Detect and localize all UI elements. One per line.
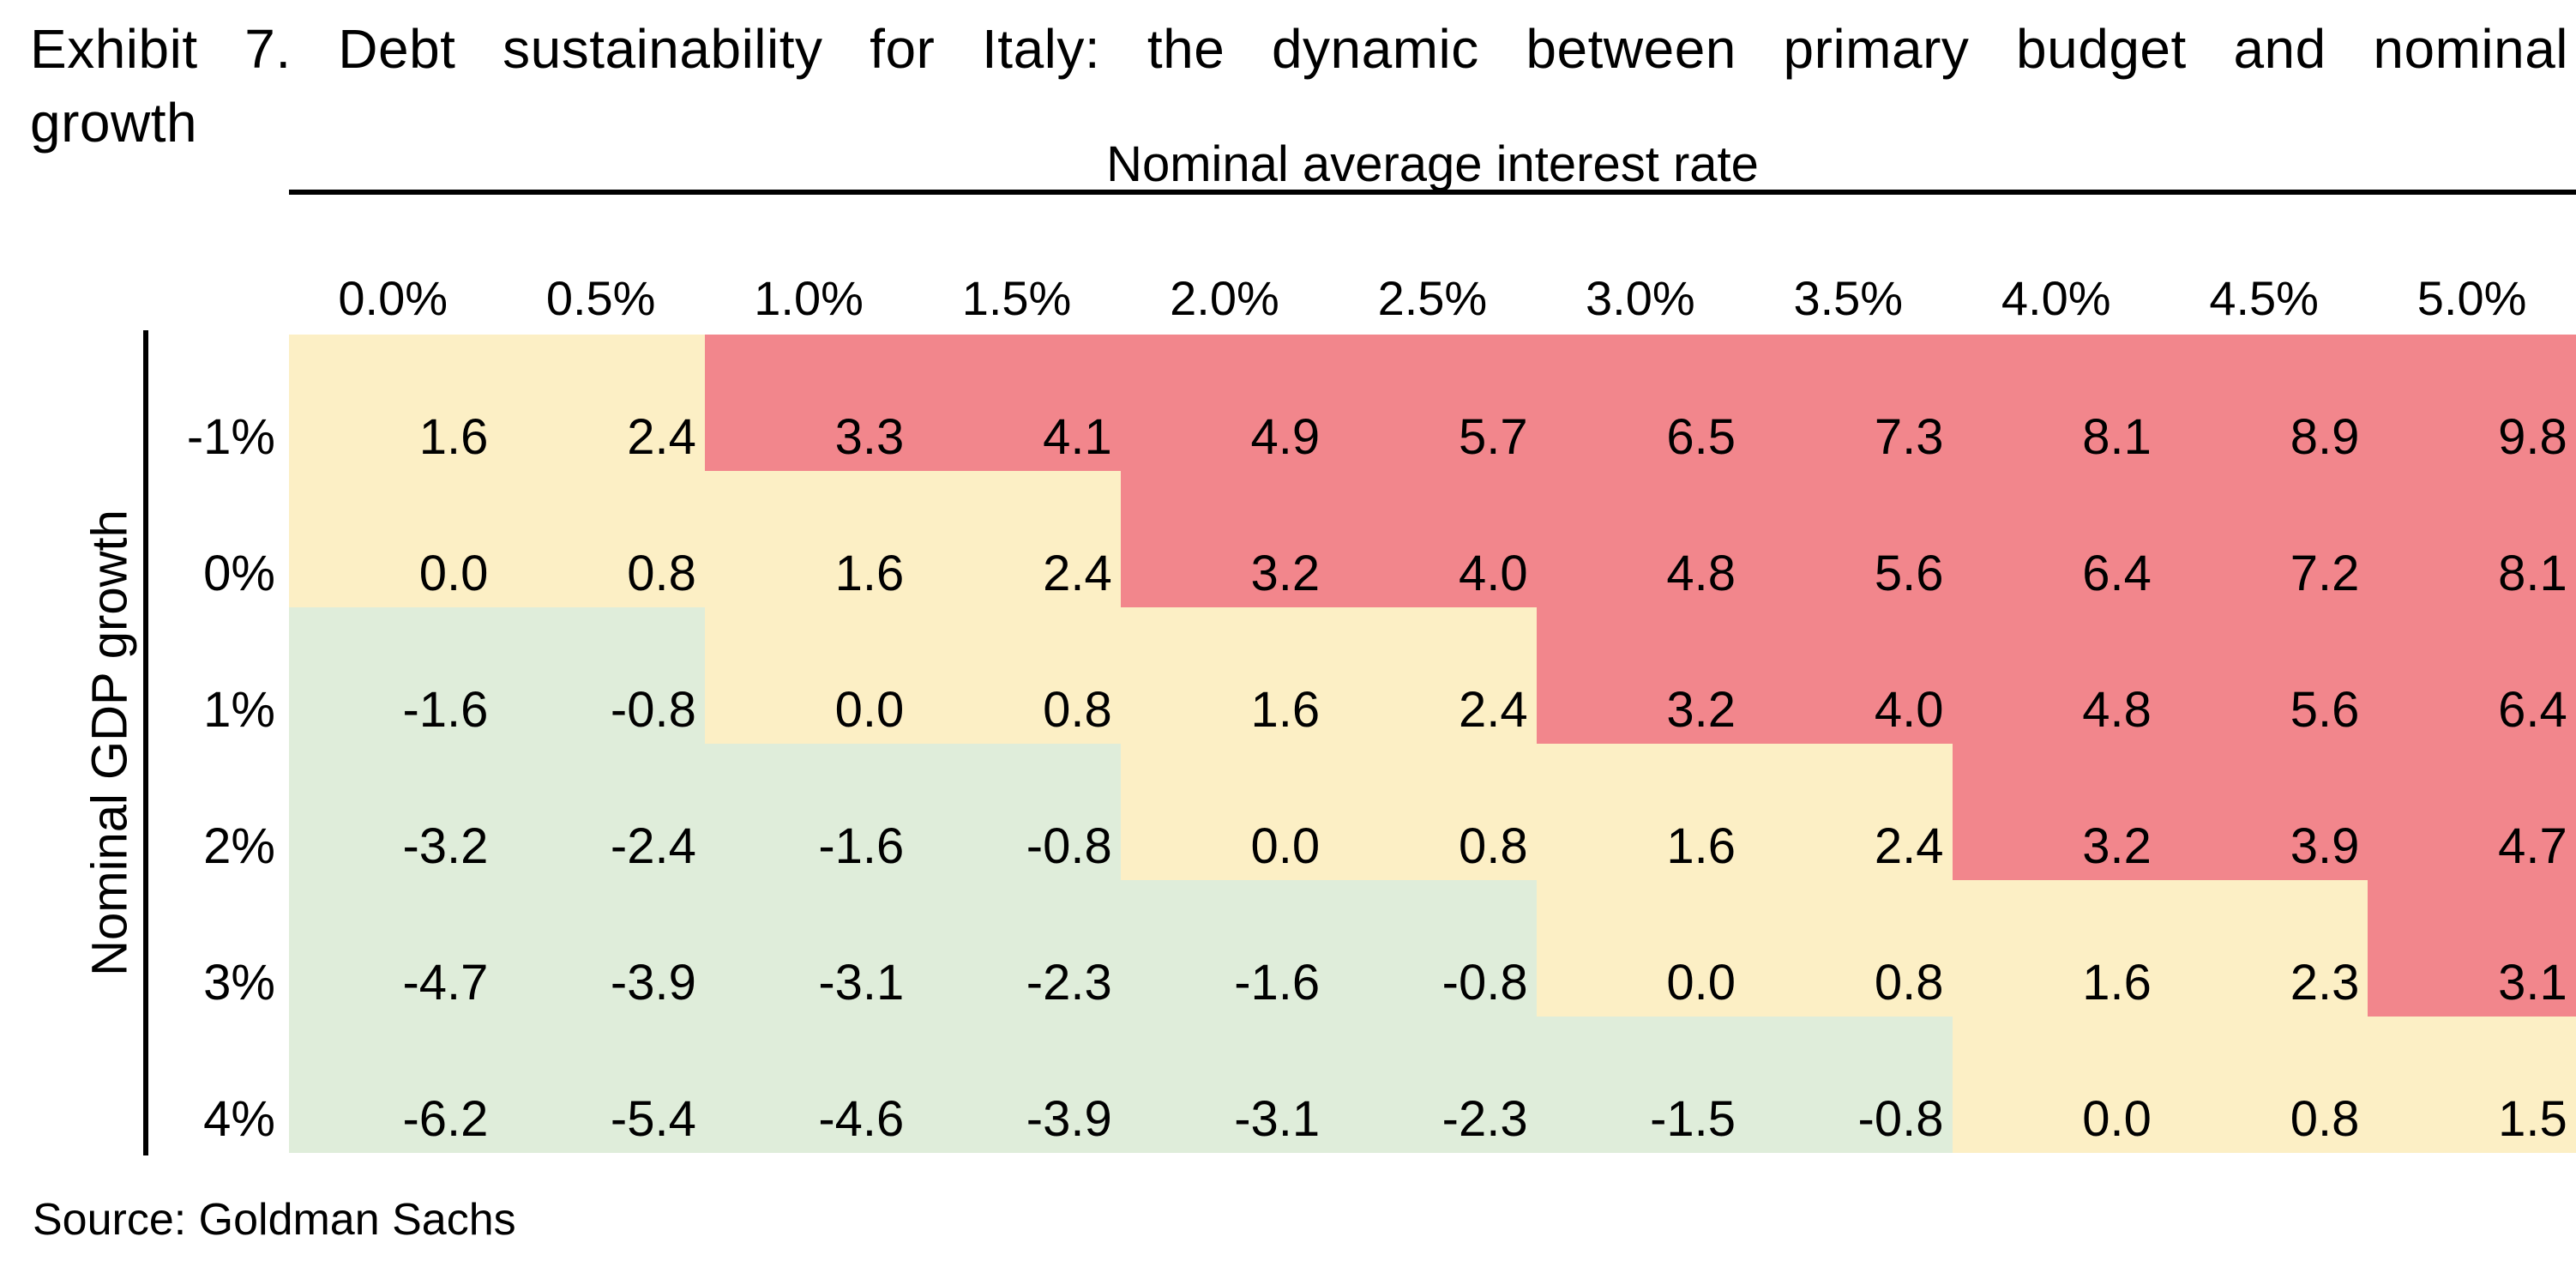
heatmap-cell: 5.7: [1328, 335, 1537, 471]
heatmap-cell: 4.7: [2368, 744, 2576, 880]
heatmap-cell: 1.5: [2368, 1017, 2576, 1153]
row-label: -1%: [148, 335, 289, 471]
heatmap-cell: 3.1: [2368, 880, 2576, 1017]
column-header: 2.5%: [1377, 271, 1488, 325]
heatmap-cell: 5.6: [1744, 471, 1953, 607]
heatmap-cell: 3.2: [1120, 471, 1329, 607]
heatmap-cell: -6.2: [289, 1017, 497, 1153]
heatmap-cell: -1.6: [1120, 880, 1329, 1017]
heatmap-cell: -0.8: [1744, 1017, 1953, 1153]
heatmap-cell: -2.3: [1328, 1017, 1537, 1153]
heatmap-cell: 2.4: [912, 471, 1121, 607]
row-label: 4%: [148, 1017, 289, 1153]
heatmap-cell: 2.3: [2159, 880, 2368, 1017]
heatmap-cell: 8.9: [2159, 335, 2368, 471]
corner-spacer: [148, 266, 289, 335]
heatmap-cell: -4.7: [289, 880, 497, 1017]
heatmap-cell: -1.6: [704, 744, 913, 880]
y-axis-title: Nominal GDP growth: [81, 510, 138, 976]
heatmap-cell: 5.6: [2159, 607, 2368, 744]
heatmap-cell: 7.2: [2159, 471, 2368, 607]
heatmap-cell: 0.8: [2159, 1017, 2368, 1153]
heatmap-cell: 0.8: [912, 607, 1121, 744]
exhibit-title: Exhibit 7. Debt sustainability for Italy…: [30, 12, 2568, 160]
heatmap-cell: 4.8: [1536, 471, 1745, 607]
heatmap-cell: 4.8: [1952, 607, 2160, 744]
column-header: 0.0%: [338, 271, 448, 325]
heatmap-cell: 8.1: [2368, 471, 2576, 607]
y-axis-line: [143, 330, 148, 1155]
heatmap-cell: 0.0: [1536, 880, 1745, 1017]
heatmap-cell: 6.4: [2368, 607, 2576, 744]
heatmap-cell: 0.8: [497, 471, 705, 607]
heatmap-cell: -3.1: [704, 880, 913, 1017]
heatmap-cell: 2.4: [1744, 744, 1953, 880]
heatmap-cell: -2.4: [497, 744, 705, 880]
heatmap-cell: 8.1: [1952, 335, 2160, 471]
heatmap-cell: 0.0: [704, 607, 913, 744]
heatmap-cell: -0.8: [1328, 880, 1537, 1017]
heatmap-cell: -3.9: [912, 1017, 1121, 1153]
x-axis-line: [289, 190, 2576, 195]
heatmap-cell: 1.6: [1952, 880, 2160, 1017]
row-label: 1%: [148, 607, 289, 744]
row-label: 0%: [148, 471, 289, 607]
heatmap-grid: 0.0% 0.5% 1.0% 1.5% 2.0% 2.5% 3.0% 3.5% 4.0% 4.5%…: [148, 266, 2576, 1153]
heatmap-cell: 0.8: [1744, 880, 1953, 1017]
heatmap-cell: 6.4: [1952, 471, 2160, 607]
heatmap-cell: 7.3: [1744, 335, 1953, 471]
heatmap-cell: 1.6: [704, 471, 913, 607]
heatmap-cell: 4.1: [912, 335, 1121, 471]
heatmap-cell: -5.4: [497, 1017, 705, 1153]
column-header: 1.0%: [754, 271, 864, 325]
column-header: 5.0%: [2417, 271, 2527, 325]
heatmap-cell: 4.0: [1744, 607, 1953, 744]
heatmap-cell: 3.9: [2159, 744, 2368, 880]
source-note: Source: Goldman Sachs: [33, 1195, 516, 1245]
column-header: 2.0%: [1170, 271, 1279, 325]
row-label: 3%: [148, 880, 289, 1017]
heatmap-cell: 0.0: [289, 471, 497, 607]
column-header: 3.0%: [1586, 271, 1695, 325]
heatmap-cell: 1.6: [1536, 744, 1745, 880]
x-axis-title: Nominal average interest rate: [1106, 136, 1759, 192]
heatmap-cell: 4.9: [1120, 335, 1329, 471]
heatmap-cell: 2.4: [497, 335, 705, 471]
heatmap-cell: -1.6: [289, 607, 497, 744]
heatmap-cell: 0.0: [1952, 1017, 2160, 1153]
heatmap-cell: -0.8: [912, 744, 1121, 880]
heatmap-cell: -4.6: [704, 1017, 913, 1153]
heatmap-cell: 3.2: [1952, 744, 2160, 880]
column-header: 3.5%: [1793, 271, 1904, 325]
row-label: 2%: [148, 744, 289, 880]
heatmap-cell: 4.0: [1328, 471, 1537, 607]
column-header: 4.0%: [2001, 271, 2111, 325]
heatmap-cell: 1.6: [1120, 607, 1329, 744]
heatmap-cell: 0.0: [1120, 744, 1329, 880]
heatmap-cell: 6.5: [1536, 335, 1745, 471]
heatmap-cell: -3.1: [1120, 1017, 1329, 1153]
heatmap-cell: -3.2: [289, 744, 497, 880]
heatmap-cell: -2.3: [912, 880, 1121, 1017]
heatmap-cell: -3.9: [497, 880, 705, 1017]
heatmap-cell: -1.5: [1536, 1017, 1745, 1153]
column-header: 1.5%: [961, 271, 1072, 325]
column-header: 4.5%: [2209, 271, 2319, 325]
heatmap-cell: -0.8: [497, 607, 705, 744]
heatmap-cell: 2.4: [1328, 607, 1537, 744]
column-header: 0.5%: [545, 271, 656, 325]
exhibit-title-line2: growth: [30, 92, 198, 154]
heatmap-cell: 0.8: [1328, 744, 1537, 880]
exhibit-title-line1: Exhibit 7. Debt sustainability for Italy…: [30, 18, 2568, 80]
heatmap-cell: 9.8: [2368, 335, 2576, 471]
heatmap-cell: 1.6: [289, 335, 497, 471]
heatmap-cell: 3.2: [1536, 607, 1745, 744]
heatmap-cell: 3.3: [704, 335, 913, 471]
